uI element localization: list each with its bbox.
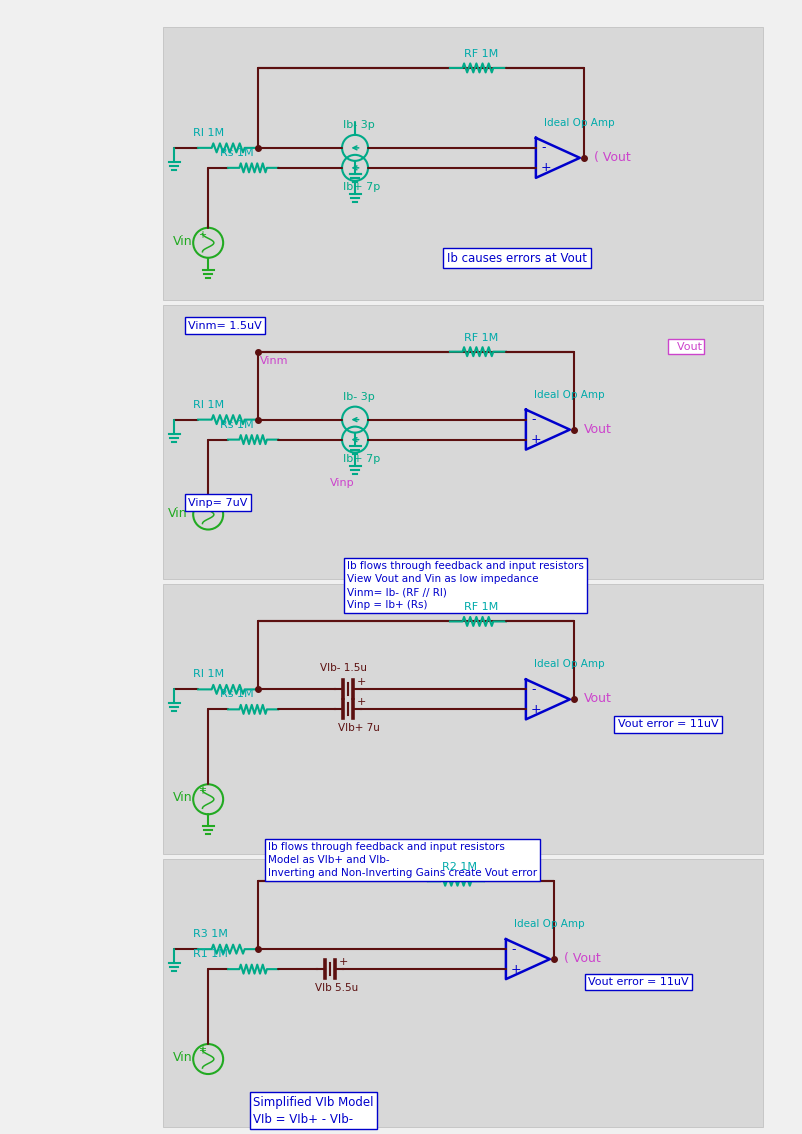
Bar (164, 27, 763, 299)
Text: Ideal Op Amp: Ideal Op Amp (534, 390, 605, 399)
Text: Ib causes errors at Vout: Ib causes errors at Vout (447, 252, 587, 264)
Text: R3 1M: R3 1M (193, 929, 228, 939)
Text: RI 1M: RI 1M (193, 399, 225, 409)
Bar (164, 584, 763, 854)
Text: +: + (531, 433, 541, 446)
Text: +: + (198, 501, 206, 511)
Text: Ib flows through feedback and input resistors
View Vout and Vin as low impedance: Ib flows through feedback and input resi… (347, 561, 584, 610)
Text: -: - (531, 413, 536, 426)
Text: RF 1M: RF 1M (464, 332, 498, 342)
Text: Vinp: Vinp (330, 477, 354, 488)
Text: Vout error = 11uV: Vout error = 11uV (618, 719, 719, 729)
Text: +: + (198, 229, 206, 239)
Text: -: - (511, 942, 516, 956)
Text: +: + (357, 697, 367, 708)
Text: +: + (198, 786, 206, 796)
Text: -: - (541, 142, 545, 154)
Text: Rs 1M: Rs 1M (221, 689, 253, 700)
Text: +: + (511, 963, 521, 975)
Text: Vin: Vin (173, 235, 192, 248)
Text: Ideal Op Amp: Ideal Op Amp (544, 118, 614, 128)
Text: Vout: Vout (584, 423, 612, 435)
Text: Simplified VIb Model
VIb = VIb+ - VIb-: Simplified VIb Model VIb = VIb+ - VIb- (253, 1097, 374, 1126)
Text: +: + (541, 161, 552, 175)
Text: Ib- 3p: Ib- 3p (343, 391, 375, 401)
Text: VIb+ 7u: VIb+ 7u (338, 723, 380, 734)
Text: Vinm: Vinm (260, 356, 289, 365)
Bar (164, 860, 763, 1127)
Text: Ib flows through feedback and input resistors
Model as VIb+ and VIb-
Inverting a: Ib flows through feedback and input resi… (268, 843, 537, 878)
Text: +: + (198, 1046, 206, 1056)
Text: VIb 5.5u: VIb 5.5u (315, 983, 358, 993)
Text: Rs 1M: Rs 1M (221, 147, 253, 158)
Text: Ib+ 7p: Ib+ 7p (343, 181, 380, 192)
Text: RI 1M: RI 1M (193, 128, 225, 138)
Text: +: + (198, 1044, 206, 1055)
Text: Vout error = 11uV: Vout error = 11uV (588, 978, 688, 987)
Text: Vin: Vin (173, 792, 192, 804)
Text: -: - (531, 683, 536, 696)
Text: Ideal Op Amp: Ideal Op Amp (534, 659, 605, 669)
Text: Vout: Vout (584, 693, 612, 705)
Text: +: + (198, 785, 206, 794)
Text: Vin: Vin (173, 1051, 192, 1064)
Text: Ib+ 7p: Ib+ 7p (343, 454, 380, 464)
Text: Vinm= 1.5uV: Vinm= 1.5uV (188, 321, 262, 331)
Text: R2 1M: R2 1M (442, 862, 477, 872)
Text: VIb- 1.5u: VIb- 1.5u (320, 663, 367, 674)
Text: ( Vout: ( Vout (593, 151, 630, 163)
Bar (164, 305, 763, 579)
Text: R1 1M: R1 1M (193, 949, 228, 959)
Text: Ib- 3p: Ib- 3p (343, 120, 375, 130)
Text: +: + (339, 957, 348, 967)
Text: +: + (531, 703, 541, 716)
Text: Vout: Vout (670, 341, 702, 352)
Text: Vinp= 7uV: Vinp= 7uV (188, 498, 248, 508)
Text: RI 1M: RI 1M (193, 669, 225, 679)
Text: RF 1M: RF 1M (464, 602, 498, 612)
Text: +: + (357, 677, 367, 687)
Text: Ideal Op Amp: Ideal Op Amp (514, 920, 585, 929)
Text: Vin: Vin (168, 507, 188, 519)
Text: Rs 1M: Rs 1M (221, 420, 253, 430)
Text: RF 1M: RF 1M (464, 49, 498, 59)
Text: ( Vout: ( Vout (564, 953, 601, 965)
